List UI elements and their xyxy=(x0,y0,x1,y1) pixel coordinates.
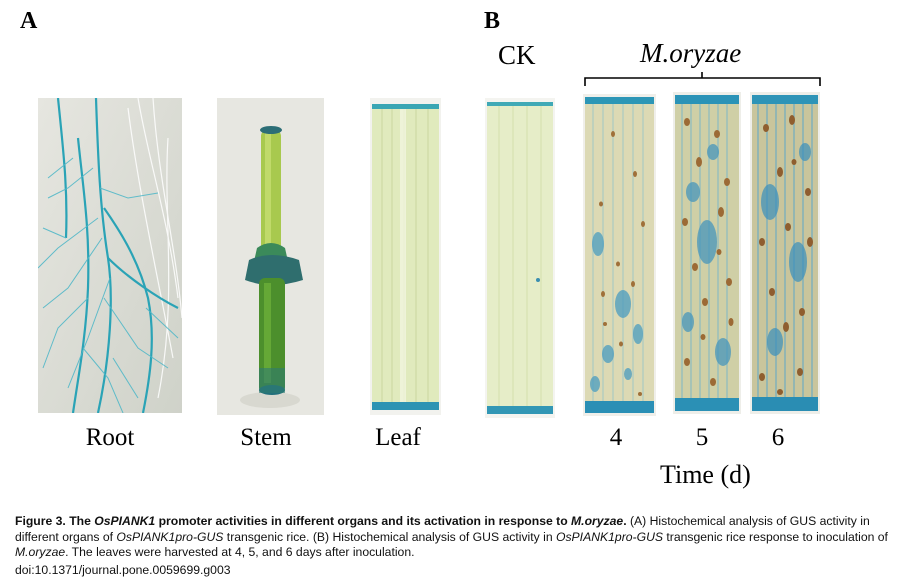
caption-body-pathogen: M.oryzae xyxy=(15,545,66,559)
pathogen-label: M.oryzae xyxy=(640,38,742,68)
leaf-label: Leaf xyxy=(375,424,421,451)
caption-title-pathogen: M.oryzae xyxy=(571,514,624,528)
figure-number: Figure 3. xyxy=(15,514,66,528)
caption-title-end: . xyxy=(623,514,627,528)
ck-label: CK xyxy=(498,40,536,70)
leaf-photo xyxy=(370,98,441,415)
leaf-day5-photo xyxy=(673,92,741,414)
time-label-5: 5 xyxy=(695,424,709,451)
stem-photo xyxy=(217,98,324,415)
panel-b-label: B xyxy=(484,8,501,34)
caption-title-pre: The xyxy=(69,514,95,528)
caption-construct-b: OsPIANK1pro-GUS xyxy=(555,529,663,544)
caption-body-b: transgenic rice. (B) Histochemical analy… xyxy=(223,529,556,544)
caption-body-a: (A) Histochemical analysis of GUS activi… xyxy=(15,514,870,544)
caption-body-c: transgenic rice response to inoculation … xyxy=(663,529,888,544)
caption-gene: OsPIANK1 xyxy=(94,514,156,528)
ck-leaf-photo xyxy=(485,98,555,418)
caption-body-d: . The leaves were harvested at 4, 5, and… xyxy=(65,545,415,559)
panel-a-label: A xyxy=(20,8,38,34)
time-label-4: 4 xyxy=(609,424,623,451)
stem-label: Stem xyxy=(240,424,292,451)
figure-caption: Figure 3. The OsPIANK1 promoter activiti… xyxy=(15,514,912,561)
doi-text: doi:10.1371/journal.pone.0059699.g003 xyxy=(15,563,231,577)
leaf-day6-photo xyxy=(750,92,820,414)
root-photo xyxy=(38,98,182,413)
treatment-bracket xyxy=(584,72,821,86)
root-label: Root xyxy=(85,424,135,451)
time-label-6: 6 xyxy=(771,424,785,451)
leaf-day4-photo xyxy=(583,94,656,416)
caption-construct-a: OsPIANK1pro-GUS xyxy=(116,529,224,544)
time-axis-label: Time (d) xyxy=(660,460,751,489)
caption-title-mid: promoter activities in different organs … xyxy=(155,514,572,528)
